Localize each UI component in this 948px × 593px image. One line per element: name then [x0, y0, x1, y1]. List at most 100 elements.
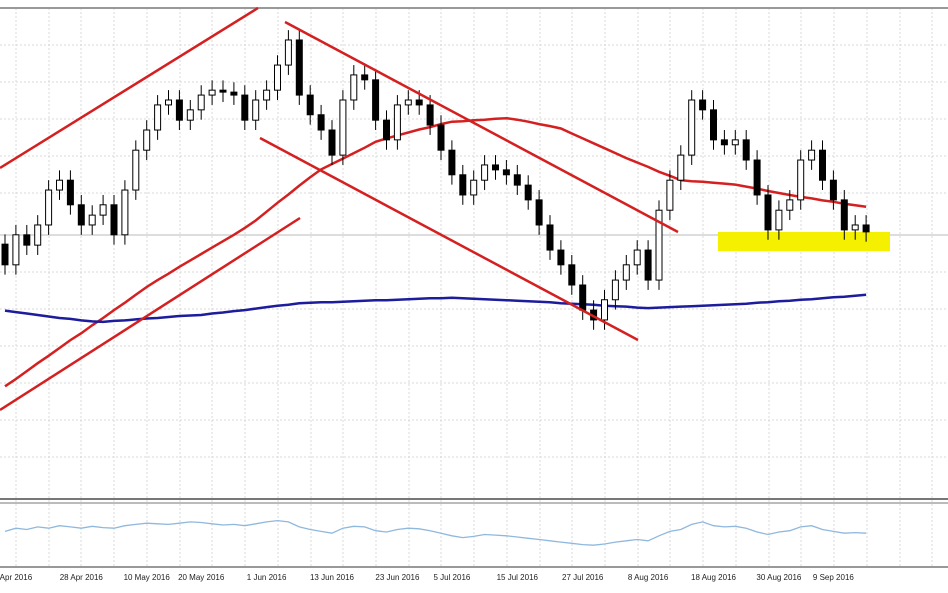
candle-body [23, 234, 31, 246]
candle-body [470, 179, 478, 196]
candle-body [611, 279, 619, 301]
candle-body [437, 124, 445, 151]
candle-body [77, 204, 85, 226]
candle-body [252, 99, 260, 121]
candle-body [655, 209, 663, 281]
x-tick-label: 28 Apr 2016 [60, 573, 104, 582]
candle-body [34, 224, 42, 246]
x-axis-labels: Apr 2016 28 Apr 2016 10 May 2016 20 May 201… [0, 573, 854, 582]
candle-body [415, 99, 423, 106]
candle-body [459, 174, 467, 196]
candle-body [393, 104, 401, 141]
candle-body [197, 94, 205, 111]
candle-body [764, 194, 772, 231]
candle-body [295, 39, 303, 96]
candle-body [840, 199, 848, 231]
candle-body [808, 149, 816, 161]
candle-body [284, 39, 292, 66]
candle-body [383, 119, 390, 141]
candle-body [688, 99, 696, 156]
indicator-line [4, 519, 867, 546]
x-tick-label: 23 Jun 2016 [375, 573, 420, 582]
trend-lines [0, 6, 679, 412]
candle-body [829, 179, 837, 201]
candle-body [731, 139, 739, 146]
x-tick-label: 20 May 2016 [178, 573, 225, 582]
candle-body [56, 179, 63, 191]
candle-body [699, 99, 707, 111]
candle-body [45, 189, 53, 226]
moving-averages [4, 116, 867, 388]
candle-body [448, 149, 456, 176]
x-tick-label: 10 May 2016 [124, 573, 171, 582]
x-tick-label: 13 Jun 2016 [310, 573, 355, 582]
candle-body [186, 109, 194, 121]
candles [1, 30, 870, 330]
candle-body [154, 104, 162, 131]
candle-body [720, 139, 728, 146]
candle-body [851, 224, 859, 231]
moving-average [4, 116, 867, 388]
candle-body [241, 94, 249, 121]
candle-body [644, 249, 652, 281]
candle-body [742, 139, 750, 161]
candle-body [230, 91, 238, 96]
candle-body [317, 114, 325, 131]
candle-body [797, 159, 805, 201]
support-highlight [718, 232, 890, 251]
moving-average [4, 293, 867, 324]
x-tick-label: 18 Aug 2016 [691, 573, 736, 582]
x-tick-label: 5 Jul 2016 [433, 573, 470, 582]
candle-body [677, 154, 685, 181]
candle-body [862, 224, 870, 233]
candle-body [372, 79, 380, 121]
candle-body [502, 169, 510, 176]
candle-body [121, 189, 129, 236]
candle-body [306, 94, 314, 116]
x-tick-label: Apr 2016 [0, 573, 33, 582]
candle-body [481, 164, 489, 181]
candle-body [666, 179, 674, 211]
candle-body [208, 89, 216, 96]
candle-body [263, 89, 271, 101]
candle-body [524, 184, 532, 201]
candle-body [775, 209, 783, 231]
candle-body [568, 264, 576, 286]
candle-body [786, 199, 794, 211]
candle-body [601, 299, 608, 321]
candle-body [513, 174, 521, 186]
candle-body [492, 164, 499, 171]
candle-body [557, 249, 565, 266]
candle-body [546, 224, 554, 251]
x-tick-label: 27 Jul 2016 [562, 573, 604, 582]
candle-body [710, 109, 717, 141]
candle-body [426, 104, 434, 126]
candle-body [99, 204, 107, 216]
x-tick-label: 30 Aug 2016 [756, 573, 801, 582]
candle-body [88, 214, 96, 226]
candle-body [1, 243, 9, 266]
candle-body [339, 99, 347, 156]
x-tick-label: 15 Jul 2016 [497, 573, 539, 582]
candle-body [175, 99, 183, 121]
candle-body [633, 249, 641, 266]
candle-body [753, 159, 761, 196]
candle-body [219, 89, 227, 93]
candle-body [12, 234, 20, 266]
candle-body [350, 74, 358, 101]
indicator-panel [4, 519, 867, 546]
candle-body [622, 264, 630, 281]
candle-body [110, 204, 118, 236]
candle-body [535, 199, 543, 226]
x-tick-label: 1 Jun 2016 [247, 573, 287, 582]
candle-body [274, 64, 281, 91]
candle-body [819, 149, 826, 181]
candle-body [579, 284, 587, 311]
x-tick-label: 9 Sep 2016 [813, 573, 854, 582]
candle-body [143, 129, 151, 151]
candle-body [66, 179, 74, 206]
candle-body [165, 99, 172, 106]
candle-body [404, 99, 412, 106]
x-tick-label: 8 Aug 2016 [628, 573, 669, 582]
